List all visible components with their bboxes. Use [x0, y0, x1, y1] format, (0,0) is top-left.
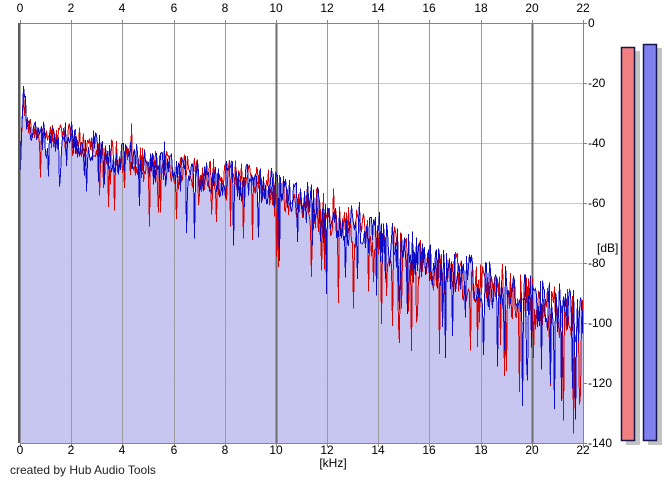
freq-tick-label-top: 16: [422, 1, 436, 15]
level-tick-label: -60: [588, 196, 606, 210]
freq-tick-label-bottom: 20: [525, 443, 539, 457]
freq-tick-label-bottom: 0: [16, 443, 24, 457]
freq-tick-label-top: 8: [221, 1, 229, 15]
freq-tick-label-bottom: 8: [221, 443, 229, 457]
spectrum-trace-right: [20, 86, 584, 420]
right-peak-meter: [642, 43, 658, 442]
freq-tick-label-top: 2: [67, 1, 75, 15]
left-peak-meter: [620, 46, 636, 442]
freq-tick-label-top: 18: [474, 1, 488, 15]
freq-tick-label-top: 20: [525, 1, 539, 15]
freq-tick-label-top: 22: [576, 1, 590, 15]
level-tick-label: -100: [588, 316, 613, 330]
freq-tick-label-bottom: 16: [422, 443, 436, 457]
freq-tick-label-bottom: 22: [576, 443, 590, 457]
freq-tick-label-bottom: 10: [269, 443, 283, 457]
freq-tick-label-top: 4: [118, 1, 126, 15]
level-tick-label: -40: [588, 136, 606, 150]
freq-tick-label-bottom: 12: [320, 443, 334, 457]
khz-unit-label: [kHz]: [319, 456, 347, 470]
freq-tick-label-bottom: 6: [170, 443, 178, 457]
freq-tick-label-top: 6: [170, 1, 178, 15]
level-tick-label: -140: [588, 436, 613, 450]
level-tick-label: 0: [588, 16, 595, 30]
watermark-text: created by Hub Audio Tools: [10, 463, 156, 477]
freq-tick-label-top: 14: [371, 1, 385, 15]
freq-tick-label-bottom: 14: [371, 443, 385, 457]
db-unit-label: [dB]: [597, 241, 619, 255]
freq-tick-label-bottom: 18: [474, 443, 488, 457]
axis-left-line: [18, 23, 21, 443]
level-tick-label: -80: [588, 256, 606, 270]
freq-tick-label-bottom: 4: [118, 443, 126, 457]
freq-tick-label-top: 0: [16, 1, 24, 15]
freq-tick-label-top: 10: [269, 1, 283, 15]
level-tick-label: -20: [588, 76, 606, 90]
level-tick-label: -120: [588, 376, 613, 390]
spectrum-fill: [20, 86, 584, 443]
freq-tick-label-bottom: 2: [67, 443, 75, 457]
freq-tick-label-top: 12: [320, 1, 334, 15]
